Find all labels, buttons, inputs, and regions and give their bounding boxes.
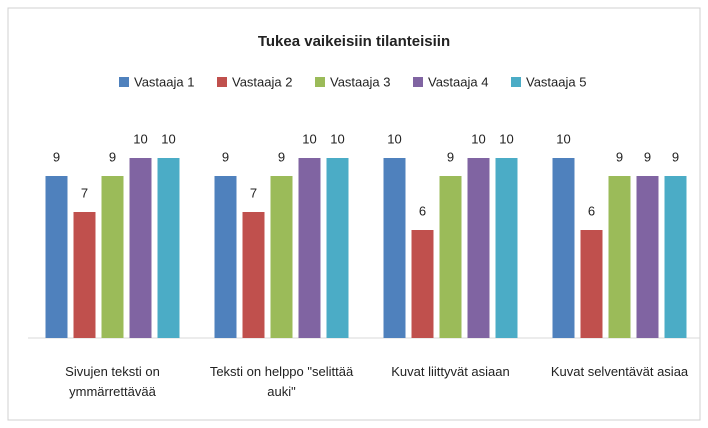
- bar: [636, 176, 659, 338]
- data-label: 7: [81, 185, 88, 200]
- data-label: 7: [250, 185, 257, 200]
- bar: [608, 176, 631, 338]
- data-label: 9: [278, 149, 285, 164]
- bar: [326, 158, 349, 338]
- data-label: 10: [133, 131, 147, 146]
- bar: [298, 158, 321, 338]
- x-tick-label: Kuvat selventävät asiaa: [550, 364, 689, 379]
- legend-swatch: [119, 77, 129, 87]
- bar: [129, 158, 152, 338]
- legend-swatch: [511, 77, 521, 87]
- bar: [270, 176, 293, 338]
- data-label: 9: [53, 149, 60, 164]
- data-label: 10: [499, 131, 513, 146]
- data-label: 9: [644, 149, 651, 164]
- bar: [45, 176, 68, 338]
- data-label: 9: [447, 149, 454, 164]
- legend-swatch: [315, 77, 325, 87]
- bar: [157, 158, 180, 338]
- legend-label: Vastaaja 3: [330, 74, 390, 89]
- legend-label: Vastaaja 5: [526, 74, 586, 89]
- legend-label: Vastaaja 4: [428, 74, 488, 89]
- bar: [495, 158, 518, 338]
- bar: [383, 158, 406, 338]
- bar: [73, 212, 96, 338]
- data-label: 9: [616, 149, 623, 164]
- bar: [467, 158, 490, 338]
- bar: [214, 176, 237, 338]
- legend-label: Vastaaja 1: [134, 74, 194, 89]
- legend-label: Vastaaja 2: [232, 74, 292, 89]
- bar: [411, 230, 434, 338]
- data-label: 10: [556, 131, 570, 146]
- data-label: 10: [387, 131, 401, 146]
- data-label: 6: [419, 203, 426, 218]
- legend-swatch: [217, 77, 227, 87]
- bar: [101, 176, 124, 338]
- data-label: 10: [330, 131, 344, 146]
- data-label: 10: [471, 131, 485, 146]
- data-label: 10: [161, 131, 175, 146]
- x-tick-label: Teksti on helppo "selittää auki": [209, 364, 354, 399]
- bar: [439, 176, 462, 338]
- data-label: 9: [222, 149, 229, 164]
- legend-swatch: [413, 77, 423, 87]
- bar: [664, 176, 687, 338]
- x-tick-label: Sivujen teksti on ymmärrettävää: [65, 364, 160, 399]
- x-tick-label: Kuvat liittyvät asiaan: [391, 364, 510, 379]
- data-label: 6: [588, 203, 595, 218]
- data-label: 9: [109, 149, 116, 164]
- chart-title: Tukea vaikeisiin tilanteisiin: [258, 33, 450, 50]
- data-label: 10: [302, 131, 316, 146]
- data-label: 9: [672, 149, 679, 164]
- bar: [242, 212, 265, 338]
- bar: [552, 158, 575, 338]
- bar: [580, 230, 603, 338]
